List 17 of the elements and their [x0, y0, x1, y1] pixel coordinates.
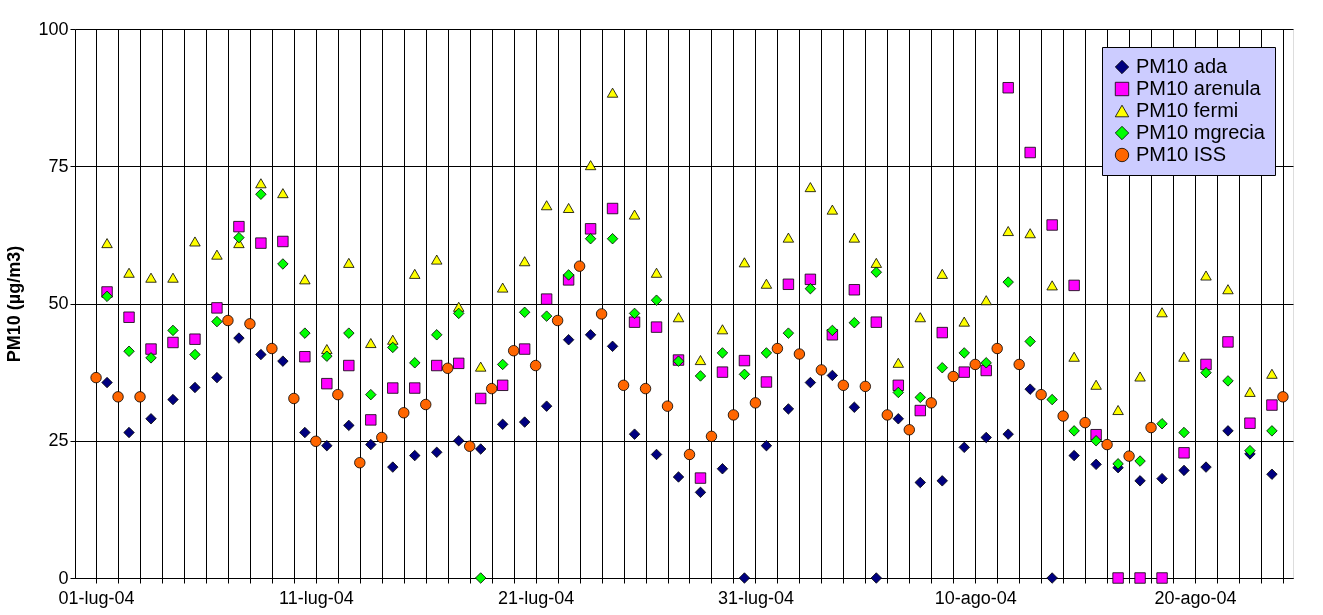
legend-label: PM10 ISS: [1136, 143, 1227, 165]
x-tick-label: 21-lug-04: [498, 587, 575, 608]
y-tick-label: 100: [38, 18, 69, 39]
x-tick-label: 20-ago-04: [1154, 587, 1237, 608]
y-tick-label: 0: [58, 567, 69, 588]
legend-label: PM10 mgrecia: [1136, 121, 1266, 143]
x-tick-label: 31-lug-04: [717, 587, 794, 608]
x-tick-label: 01-lug-04: [58, 587, 135, 608]
y-axis-title: PM10 (µg/m3): [4, 245, 25, 363]
y-tick-label: 75: [48, 155, 69, 176]
y-tick-label: 25: [48, 430, 69, 451]
y-tick-label: 50: [48, 293, 69, 313]
legend-label: PM10 arenula: [1136, 77, 1262, 99]
x-tick-label: 11-lug-04: [278, 587, 354, 608]
legend-label: PM10 fermi: [1136, 99, 1239, 121]
legend-label: PM10 ada: [1136, 55, 1229, 77]
x-tick-label: 10-ago-04: [934, 587, 1017, 608]
